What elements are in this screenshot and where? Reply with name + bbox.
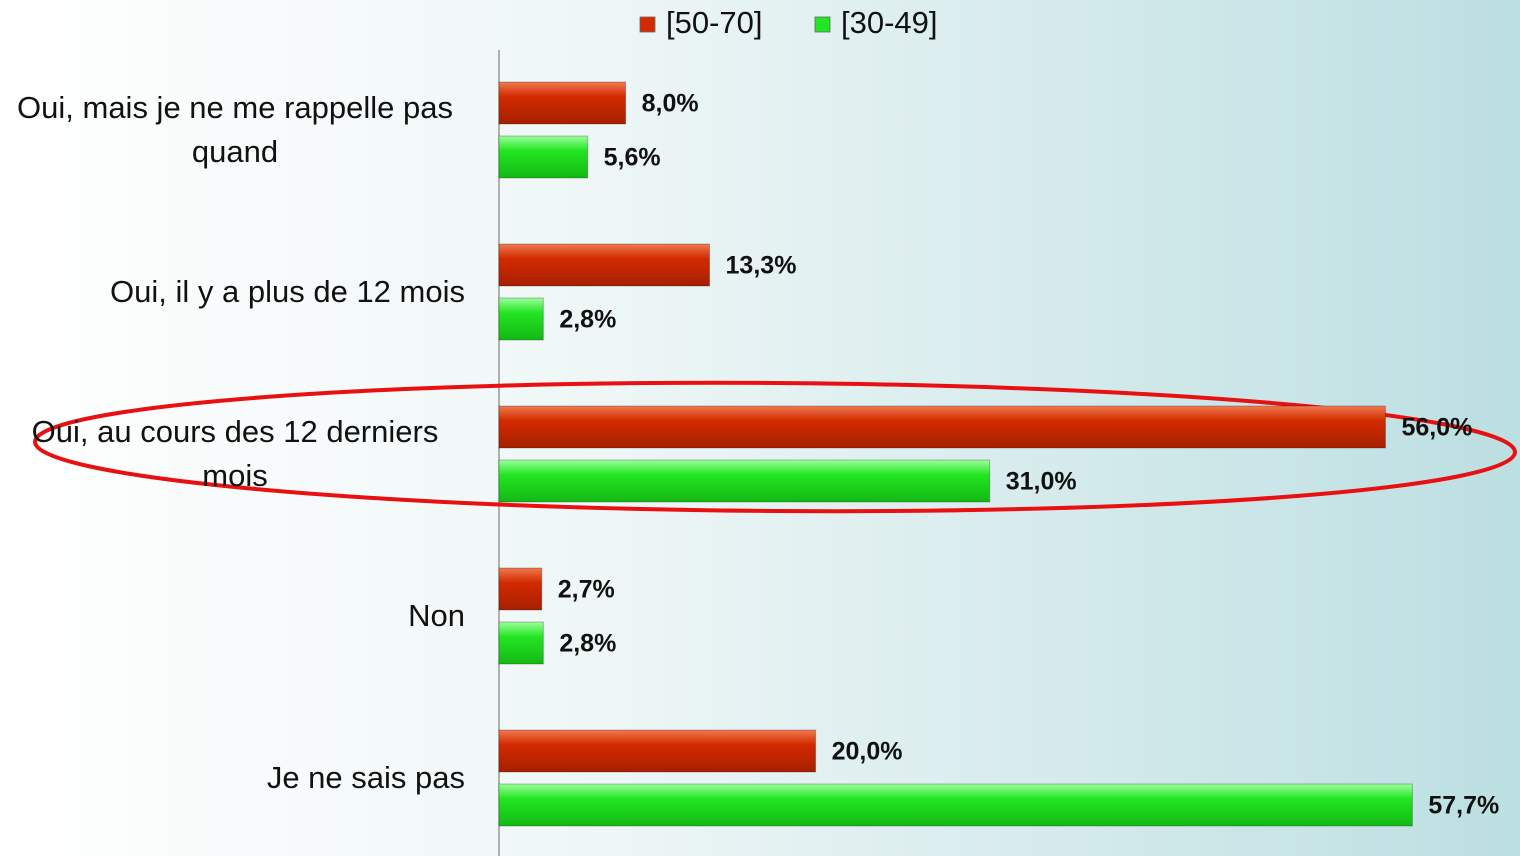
category-label: Oui, au cours des 12 derniers mois xyxy=(0,410,465,498)
data-label: 57,7% xyxy=(1428,792,1499,820)
data-label: 2,8% xyxy=(559,630,616,658)
legend-label: [50-70] xyxy=(666,5,763,40)
category-label: Oui, mais je ne me rappelle pas quand xyxy=(0,86,465,174)
category-text: Oui, mais je ne me rappelle pas quand xyxy=(17,90,453,169)
legend-swatch xyxy=(814,16,831,33)
bar xyxy=(498,783,1413,827)
bar xyxy=(498,405,1386,449)
data-label: 56,0% xyxy=(1401,414,1472,442)
category-label: Non xyxy=(0,594,465,638)
bar xyxy=(498,567,543,611)
data-label: 8,0% xyxy=(642,90,699,118)
category-text: Oui, au cours des 12 derniers mois xyxy=(31,414,439,493)
bar xyxy=(498,729,817,773)
bar xyxy=(498,459,991,503)
bar xyxy=(498,243,711,287)
bar xyxy=(498,297,544,341)
category-text: Je ne sais pas xyxy=(266,760,465,795)
category-text: Oui, il y a plus de 12 mois xyxy=(110,274,465,309)
data-label: 13,3% xyxy=(726,252,797,280)
highlight-ellipse xyxy=(33,380,1517,514)
category-label: Je ne sais pas xyxy=(0,756,465,800)
data-label: 20,0% xyxy=(832,738,903,766)
legend-label: [30-49] xyxy=(841,5,938,40)
data-label: 2,8% xyxy=(559,306,616,334)
data-label: 5,6% xyxy=(604,144,661,172)
legend-swatch xyxy=(639,16,656,33)
category-label: Oui, il y a plus de 12 mois xyxy=(0,270,465,314)
bar xyxy=(498,81,627,125)
bar xyxy=(498,621,544,665)
category-text: Non xyxy=(408,598,465,633)
data-label: 31,0% xyxy=(1006,468,1077,496)
bar xyxy=(498,135,589,179)
data-label: 2,7% xyxy=(558,576,615,604)
